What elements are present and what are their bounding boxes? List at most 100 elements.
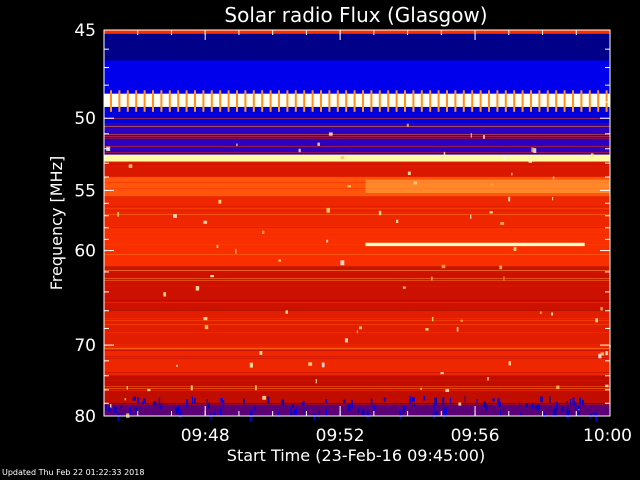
noise-blue-spot [566,407,569,415]
noise-blue-spot [568,410,571,414]
noise-blue-spot [177,406,181,414]
noise-row [104,372,610,373]
x-tick-label: 09:52 [316,426,365,446]
noise-blue-spot [291,404,294,408]
noise-blue-spot [412,397,415,402]
noise-blue-spot [213,412,216,416]
noise-blue-spot [435,410,438,415]
noise-spot [406,123,409,127]
noise-row [104,386,610,387]
noise-spot [605,384,609,388]
noise-row [104,134,610,135]
event-drift-line [365,242,585,247]
comb-tick [278,90,280,112]
noise-row [104,348,610,349]
noise-blue-spot [318,411,320,420]
noise-row [104,138,610,139]
comb-tick [446,90,448,112]
noise-blue-spot [134,407,138,414]
noise-row [104,146,610,147]
x-axis-label: Start Time (23-Feb-16 09:45:00) [227,446,485,465]
noise-row [104,278,610,279]
comb-tick [387,90,390,112]
noise-spot [595,318,598,323]
noise-spot [204,325,209,330]
noise-row [104,238,610,239]
comb-tick [395,90,398,112]
noise-spot [533,148,537,153]
noise-spot [356,330,358,334]
noise-row [104,320,610,321]
noise-blue-spot [277,411,280,418]
noise-blue-spot [325,399,328,404]
noise-spot [470,214,472,219]
noise-blue-spot [120,405,122,409]
noise-spot [528,160,533,163]
noise-spot [340,156,345,160]
comb-tick [345,90,348,112]
band-14 [104,375,610,404]
comb-tick [362,90,364,112]
noise-row [104,302,610,303]
noise-blue-spot [519,402,521,409]
y-tick-label: 80 [74,407,96,427]
noise-blue-spot [303,407,305,416]
noise-spot [255,385,257,391]
noise-spot [486,377,490,381]
noise-spot [425,328,429,331]
noise-blue-spot [160,404,163,408]
noise-blue-spot [581,399,585,406]
noise-row [104,344,610,345]
comb-tick [563,90,566,112]
noise-spot [259,350,263,355]
noise-blue-spot [383,397,386,402]
noise-row [104,254,610,255]
comb-tick [521,90,524,112]
comb-tick [555,90,558,112]
noise-row [104,350,610,351]
noise-spot [285,310,289,314]
comb-tick [252,90,255,112]
noise-spot [503,276,505,281]
noise-row [104,324,610,325]
noise-spot [395,219,399,224]
noise-row [104,188,610,189]
noise-row [104,182,610,183]
noise-spot [431,276,433,281]
noise-row [104,356,610,357]
noise-blue-spot [433,403,435,413]
noise-blue-spot [219,411,221,415]
band-4 [104,106,610,123]
noise-blue-spot [543,412,546,418]
noise-row [104,404,610,405]
noise-spot [511,172,513,176]
y-tick-label: 45 [74,21,96,41]
noise-blue-spot [577,405,581,410]
noise-spot [550,312,554,316]
comb-tick [261,90,264,112]
band-1 [104,33,610,61]
comb-tick [370,90,373,112]
band-12 [104,310,610,346]
noise-spot [203,220,208,224]
noise-blue-spot [143,398,146,404]
chart-title: Solar radio Flux (Glasgow) [224,3,487,27]
noise-blue-spot [442,397,445,406]
noise-blue-spot [290,412,293,417]
noise-blue-spot [362,408,365,417]
y-tick-label: 50 [74,109,96,129]
comb-tick [126,90,129,112]
noise-spot [262,395,267,400]
noise-blue-spot [220,398,223,403]
noise-blue-spot [434,397,438,406]
comb-tick [588,90,591,112]
comb-tick [572,90,574,112]
event-enhancement [365,179,610,194]
noise-spot [531,147,534,153]
comb-tick [546,90,549,112]
comb-tick [429,90,432,112]
noise-spot [508,196,511,202]
noise-spot [128,164,133,168]
noise-row [104,164,610,165]
noise-blue-spot [133,396,137,401]
